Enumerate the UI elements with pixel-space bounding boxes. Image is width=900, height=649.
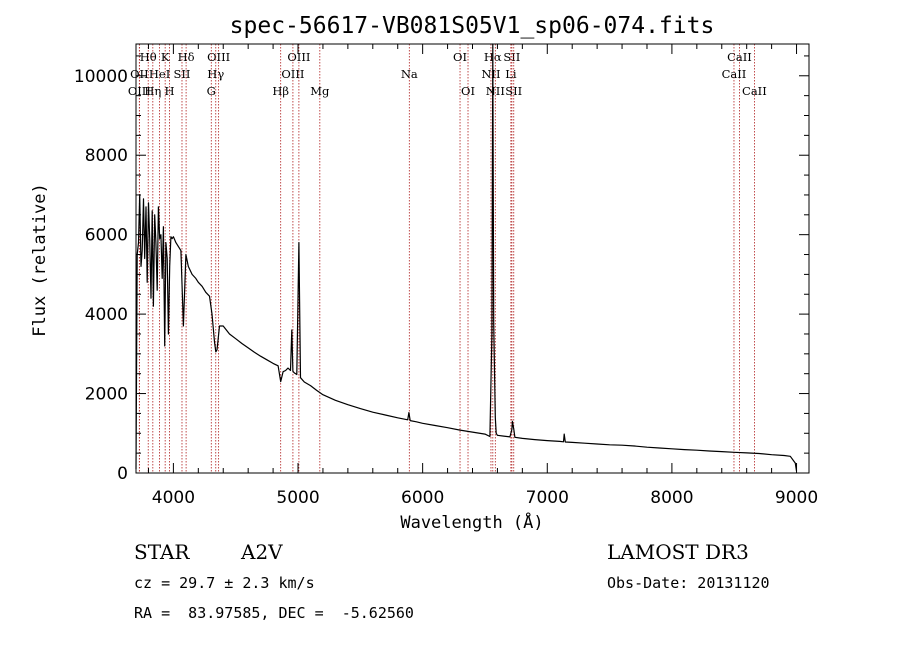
emission-line-label: Hη — [144, 84, 161, 98]
emission-line-label: OIII — [281, 67, 304, 81]
plot-frame — [135, 43, 810, 474]
y-tick-label: 2000 — [85, 385, 128, 405]
emission-line-label: CaII — [727, 50, 752, 64]
object-type: STAR — [134, 540, 190, 564]
x-tick-label: 8000 — [650, 488, 693, 508]
obs-date: Obs-Date: 20131120 — [607, 574, 770, 592]
axis-ticks: 4000 5000 6000 7000 8000 9000 0 2000 4000 6000 800… — [74, 44, 818, 508]
x-tick-label: 4000 — [152, 488, 195, 508]
y-axis-label: Flux (relative) — [30, 183, 50, 337]
spectrum-line — [135, 43, 798, 472]
emission-line-label: NII — [486, 84, 505, 98]
emission-line-label: SII — [503, 50, 520, 64]
y-tick-label: 8000 — [85, 146, 128, 166]
y-tick-label: 10000 — [74, 67, 128, 87]
emission-line-label: Hβ — [272, 84, 289, 98]
emission-line-label: OIII — [287, 50, 310, 64]
emission-line-label: G — [207, 84, 216, 98]
emission-line-label: CaII — [742, 84, 767, 98]
y-tick-label: 6000 — [85, 226, 128, 246]
emission-line-label: OI — [461, 84, 475, 98]
emission-line-label: SII — [505, 84, 522, 98]
emission-line-label: OIII — [207, 50, 230, 64]
x-tick-label: 6000 — [401, 488, 444, 508]
x-tick-label: 5000 — [276, 488, 319, 508]
emission-line-label: H — [165, 84, 175, 98]
emission-line-label: CaII — [722, 67, 747, 81]
emission-line-label: OIII — [128, 84, 151, 98]
spectrum-series — [135, 43, 798, 472]
emission-line-label: OI — [453, 50, 467, 64]
emission-line-label: Hδ — [178, 50, 195, 64]
x-axis-label: Wavelength (Å) — [400, 511, 543, 533]
survey-name: LAMOST DR3 — [607, 540, 749, 564]
emission-line-label: Mg — [310, 84, 330, 98]
emission-line-label: Hγ — [207, 67, 224, 81]
emission-line-label: Li — [505, 67, 517, 81]
chart-title: spec-56617-VB081S05V1_sp06-074.fits — [230, 13, 715, 39]
y-tick-label: 4000 — [85, 305, 128, 325]
x-tick-label: 7000 — [526, 488, 569, 508]
emission-line-label: K — [161, 50, 170, 64]
emission-line-label: SII — [174, 67, 191, 81]
emission-line-label: Na — [401, 67, 418, 81]
emission-line-label: NII — [481, 67, 500, 81]
x-tick-label: 9000 — [775, 488, 818, 508]
y-tick-label: 0 — [117, 464, 128, 484]
emission-line-label: HeI — [149, 67, 170, 81]
coordinates: RA = 83.97585, DEC = -5.62560 — [134, 604, 414, 622]
emission-line-label: Hθ — [140, 50, 157, 64]
object-subclass: A2V — [241, 540, 283, 564]
redshift-value: cz = 29.7 ± 2.3 km/s — [134, 574, 315, 592]
